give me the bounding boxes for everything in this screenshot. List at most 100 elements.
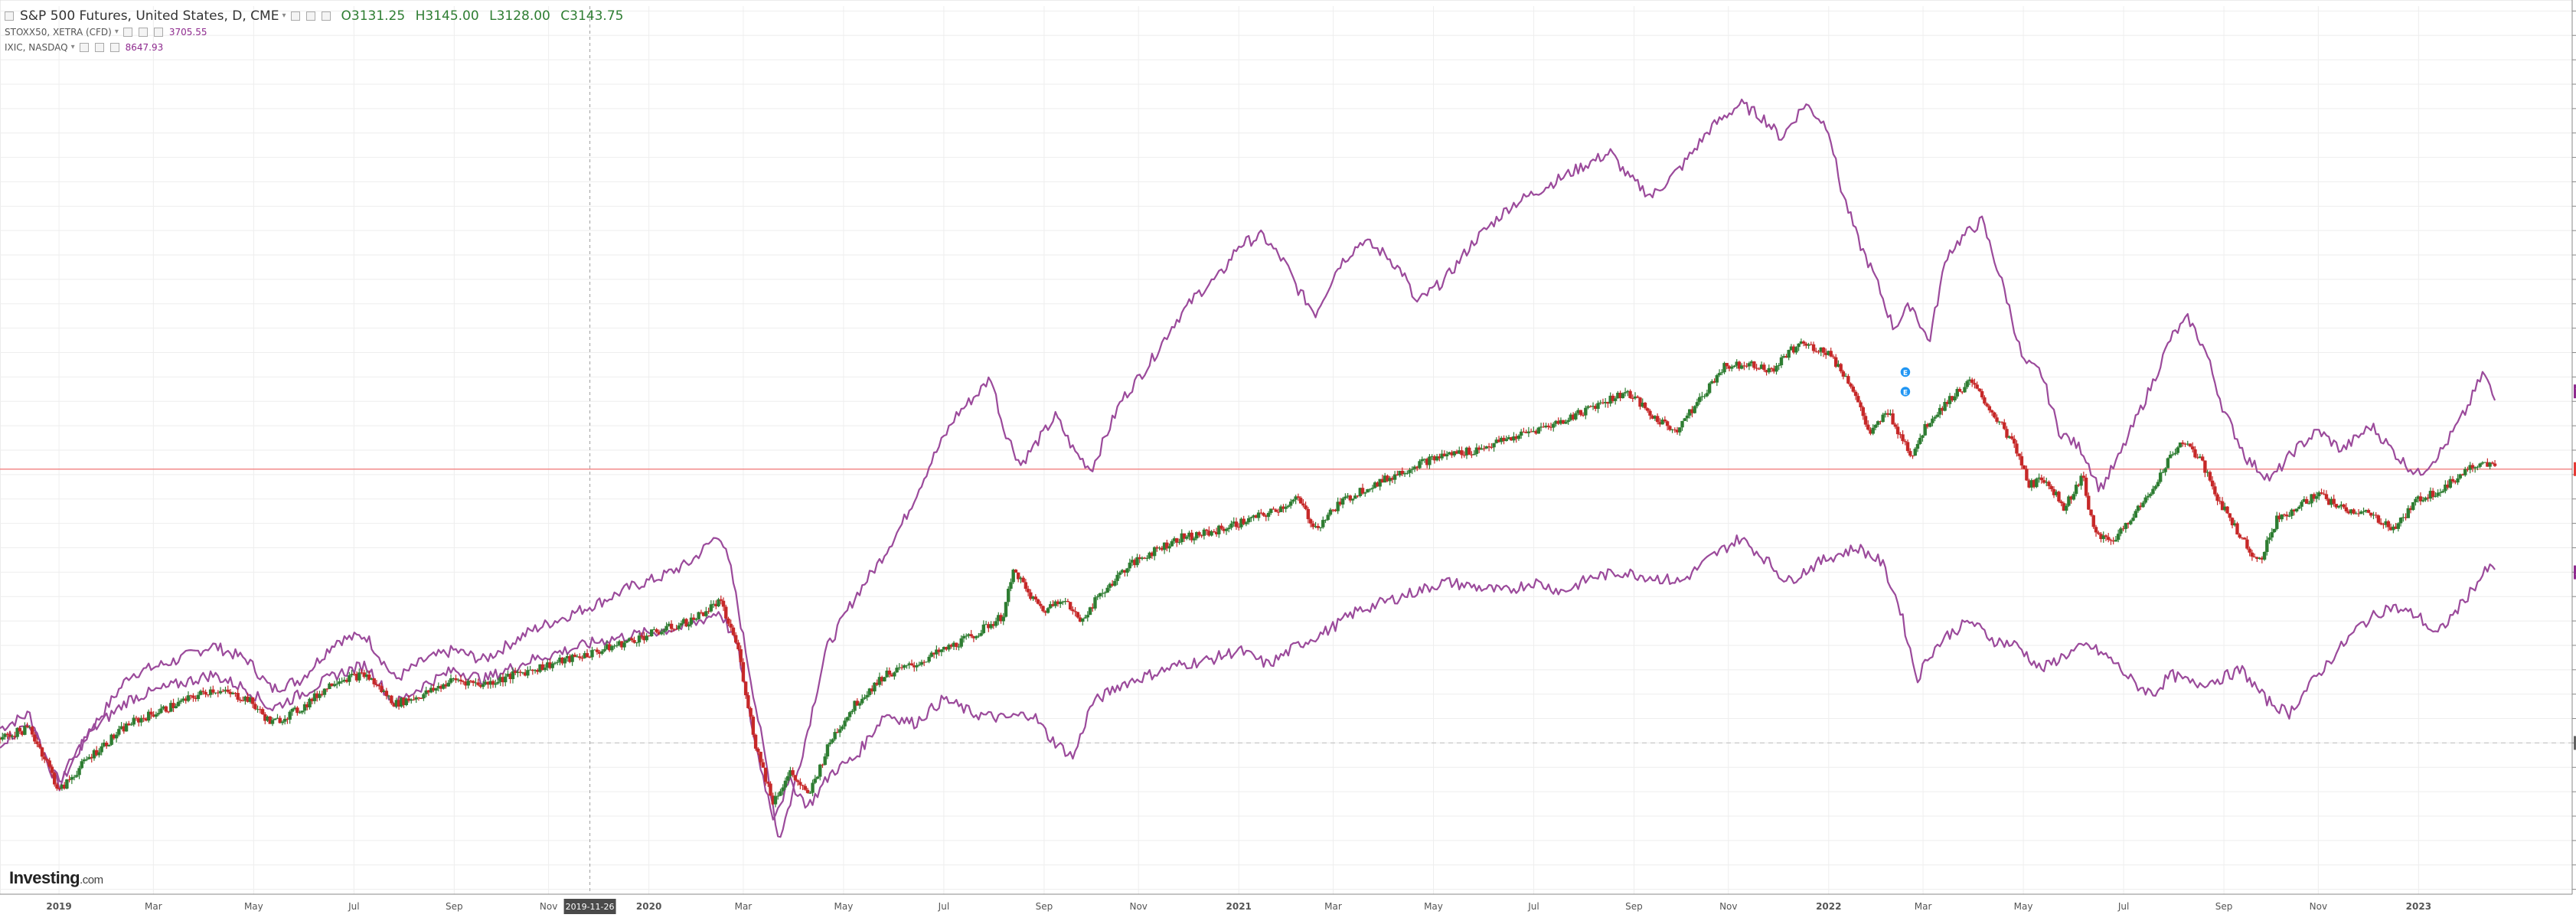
candle-body	[155, 714, 158, 717]
candle-body	[1175, 538, 1178, 543]
candle-body	[301, 710, 304, 712]
candle-body	[655, 629, 658, 632]
candle-body	[1021, 578, 1024, 583]
candle-body	[1492, 443, 1495, 448]
settings-icon[interactable]	[95, 43, 104, 52]
eye-icon[interactable]	[291, 11, 300, 21]
candle-body	[1894, 424, 1897, 426]
candle-body	[100, 746, 103, 753]
close-icon[interactable]	[154, 28, 163, 37]
candle-body	[1797, 344, 1800, 347]
ixic-value: 8647.93	[126, 40, 164, 55]
close-icon[interactable]	[322, 11, 331, 21]
crosshair-date-label: 2019-11-26	[566, 902, 615, 912]
candle-body	[253, 704, 256, 710]
chevron-down-icon[interactable]: ▾	[115, 24, 119, 40]
candle-body	[2117, 534, 2120, 540]
candle-body	[831, 740, 834, 743]
candle-body	[2320, 492, 2323, 494]
x-tick-label: 2019	[46, 901, 71, 912]
candle-body	[2166, 458, 2170, 468]
candle-body	[2352, 509, 2355, 513]
candle-body	[1774, 366, 1778, 372]
candle-body	[578, 656, 581, 658]
candle-body	[858, 704, 861, 706]
candle-body	[129, 724, 132, 725]
legend-stoxx-row[interactable]: STOXX50, XETRA (CFD) ▾ 3705.55	[5, 24, 629, 40]
candle-body	[1628, 391, 1631, 398]
candle-body	[1460, 450, 1463, 455]
candle-body	[239, 700, 242, 701]
candle-body	[2191, 446, 2194, 449]
candle-body	[1066, 601, 1069, 602]
settings-icon[interactable]	[306, 11, 315, 21]
candle-body	[720, 599, 723, 601]
legend-ixic-row[interactable]: IXIC, NASDAQ ▾ 8647.93	[5, 40, 629, 55]
candle-body	[596, 649, 599, 652]
candle-body	[1975, 384, 1978, 388]
x-tick-label: 2020	[636, 901, 661, 912]
candle-body	[2451, 479, 2454, 482]
stoxx-series-title[interactable]: STOXX50, XETRA (CFD)	[5, 24, 112, 40]
main-series-title[interactable]: S&P 500 Futures, United States, D, CME	[20, 8, 279, 24]
legend-main-row[interactable]: S&P 500 Futures, United States, D, CME ▾…	[5, 8, 629, 24]
candle-body	[447, 683, 450, 687]
candle-body	[35, 742, 38, 744]
event-marker-label: E	[1903, 390, 1908, 397]
candle-body	[1914, 449, 1917, 456]
candle-body	[2491, 462, 2494, 463]
candle-body	[630, 638, 633, 640]
candle-body	[754, 735, 757, 749]
candle-body	[586, 653, 589, 657]
candle-body	[375, 684, 378, 685]
candle-body	[1644, 403, 1647, 408]
candle-body	[1686, 416, 1689, 419]
candle-body	[115, 735, 118, 739]
candle-body	[149, 712, 152, 715]
x-tick-label: Mar	[1915, 901, 1932, 912]
candle-body	[1846, 376, 1850, 384]
candle-body	[1027, 589, 1030, 593]
candle-body	[2013, 439, 2016, 443]
close-icon[interactable]	[110, 43, 119, 52]
candle-body	[1418, 461, 1421, 468]
candle-body	[18, 728, 21, 731]
candle-body	[221, 691, 224, 692]
candle-body	[1921, 436, 1924, 438]
settings-icon[interactable]	[139, 28, 148, 37]
eye-icon[interactable]	[123, 28, 132, 37]
candle-body	[2251, 553, 2254, 557]
chevron-down-icon[interactable]: ▾	[282, 8, 286, 24]
candle-body	[1083, 617, 1086, 618]
eye-icon[interactable]	[80, 43, 89, 52]
candle-body	[662, 630, 665, 632]
candle-body	[53, 773, 56, 785]
candle-body	[2003, 423, 2006, 429]
candle-body	[888, 671, 891, 674]
candle-body	[818, 765, 821, 777]
candle-body	[670, 624, 673, 629]
candle-body	[638, 635, 641, 642]
candle-body	[1906, 442, 1909, 451]
candle-body	[1287, 506, 1290, 508]
collapse-icon[interactable]	[5, 11, 14, 21]
candle-body	[73, 777, 76, 778]
ixic-series-title[interactable]: IXIC, NASDAQ	[5, 40, 68, 55]
x-tick-label: 2022	[1816, 901, 1841, 912]
candle-body	[1319, 527, 1322, 528]
candle-body	[2089, 510, 2092, 515]
candle-body	[1, 737, 4, 740]
candle-body	[1958, 389, 1961, 392]
candle-body	[1862, 407, 1865, 416]
annotations[interactable]: EE	[1900, 367, 1911, 397]
candle-body	[1002, 617, 1005, 622]
candle-body	[2238, 534, 2241, 537]
x-tick-label: Sep	[1625, 901, 1643, 912]
candle-body	[1693, 406, 1696, 413]
candle-body	[1073, 611, 1076, 612]
chevron-down-icon[interactable]: ▾	[71, 40, 75, 55]
candle-body	[814, 779, 817, 782]
candle-body	[2189, 443, 2192, 446]
